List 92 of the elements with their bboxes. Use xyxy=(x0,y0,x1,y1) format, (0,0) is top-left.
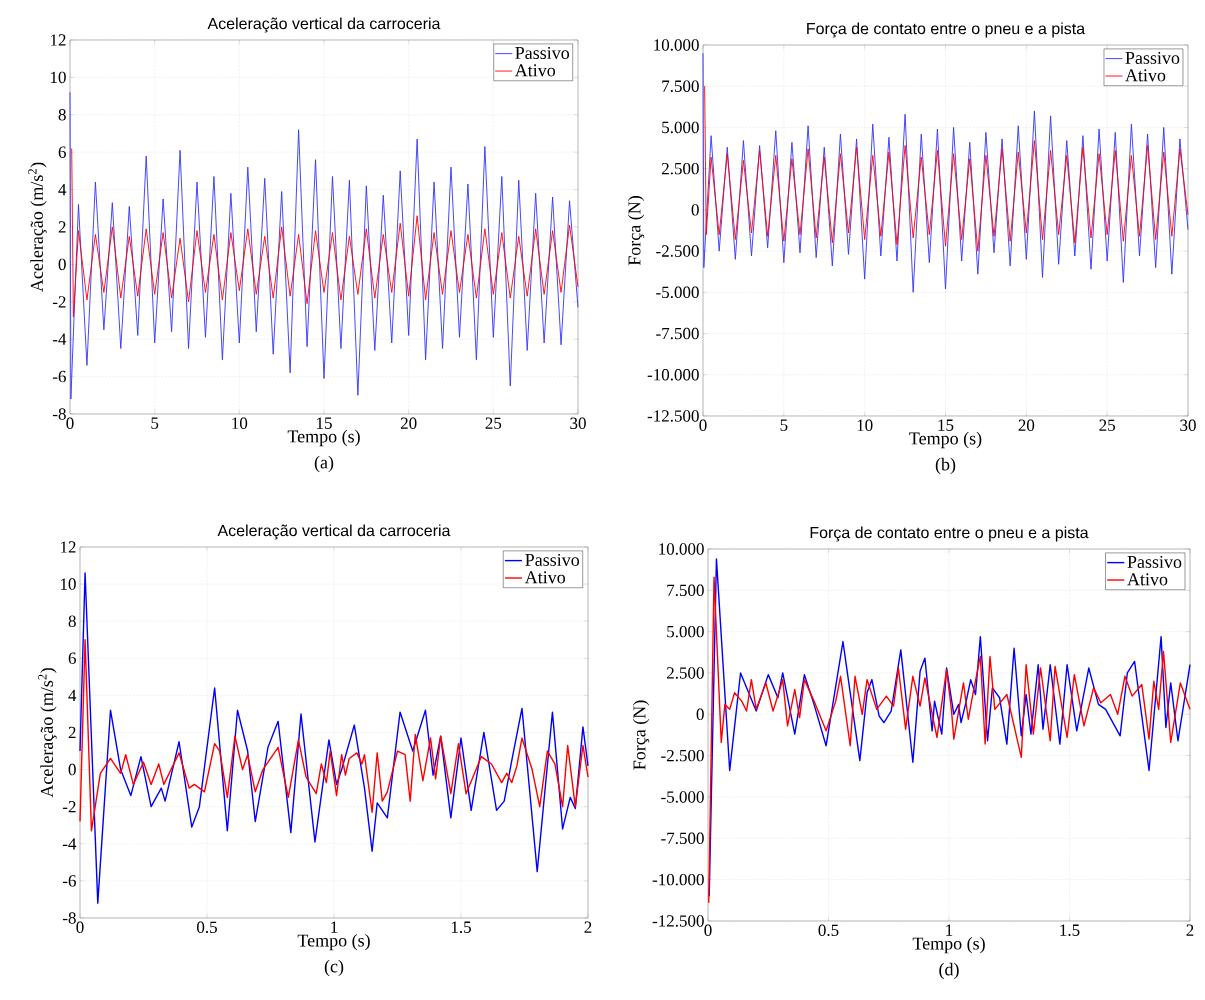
x-tick-label: 25 xyxy=(1099,419,1116,431)
y-tick-label: 10.000 xyxy=(654,39,699,51)
y-tick-label: 0 xyxy=(696,708,704,721)
y-tick-label: 7.500 xyxy=(667,584,704,597)
chart-title: Aceleração vertical da carroceria xyxy=(207,17,441,33)
line-series xyxy=(79,572,589,904)
y-tick-label: 6 xyxy=(58,146,66,158)
y-tick-label: -8 xyxy=(52,408,66,420)
chart-title: Aceleração vertical da carroceria xyxy=(217,524,451,540)
y-tick-label: -2.500 xyxy=(661,749,704,762)
y-tick-label: -5.000 xyxy=(661,791,704,803)
x-tick-label: 15 xyxy=(938,419,954,431)
y-tick-label: 12 xyxy=(50,34,66,46)
y-tick-label: 12 xyxy=(60,541,76,553)
y-tick-label: 10.000 xyxy=(659,543,704,555)
y-tick-label: -2 xyxy=(52,296,66,308)
x-tick-label: 5 xyxy=(151,417,159,429)
y-tick-label: 2.500 xyxy=(666,667,704,679)
line-series xyxy=(71,147,579,318)
x-tick-label: 0.5 xyxy=(818,924,839,937)
legend-label: Passivo xyxy=(515,46,570,60)
y-tick-label: -5.000 xyxy=(656,286,699,299)
line-series xyxy=(69,91,579,400)
y-tick-label: 0 xyxy=(68,763,76,776)
y-tick-label: -12.500 xyxy=(652,915,704,927)
x-tick-label: 0 xyxy=(704,924,712,936)
y-tick-label: 6 xyxy=(68,652,76,664)
y-tick-label: 10 xyxy=(50,71,66,84)
x-tick-label: 1 xyxy=(331,921,338,933)
y-tick-label: -7.500 xyxy=(661,832,704,845)
y-tick-label: -10.000 xyxy=(647,368,699,381)
legend-label: Passivo xyxy=(525,553,580,566)
y-tick-label: -8 xyxy=(62,912,76,924)
x-tick-label: 30 xyxy=(570,417,586,429)
y-tick-label: -6 xyxy=(62,875,76,887)
x-tick-label: 2 xyxy=(1186,924,1194,936)
y-tick-label: 2 xyxy=(58,221,66,233)
y-tick-label: 8 xyxy=(68,615,76,627)
text: (c) xyxy=(324,959,344,977)
y-tick-label: 0 xyxy=(691,204,699,216)
text: (d) xyxy=(939,962,959,980)
y-tick-label: -2 xyxy=(62,801,76,813)
y-tick-label: 2 xyxy=(68,726,76,739)
x-axis-title: Tempo (s) xyxy=(909,431,982,449)
y-tick-label: 0 xyxy=(58,258,66,271)
x-tick-label: 1.5 xyxy=(451,921,471,933)
text: (a) xyxy=(314,455,334,473)
y-tick-label: 8 xyxy=(58,109,66,121)
y-tick-label: 4 xyxy=(68,689,77,701)
y-tick-label: 10 xyxy=(60,578,76,590)
chart-title: Força de contato entre o pneu e a pista xyxy=(807,22,1086,38)
x-tick-label: 30 xyxy=(1180,419,1196,431)
y-axis-title: Aceleração (m/s$^{2}$) xyxy=(38,668,57,798)
y-axis-title: Força (N) xyxy=(632,700,650,770)
x-axis-title: Tempo (s) xyxy=(912,936,985,954)
legend-label: Ativo xyxy=(1127,573,1168,586)
text: (b) xyxy=(935,457,956,475)
x-tick-label: 5 xyxy=(780,419,788,431)
x-tick-label: 20 xyxy=(400,417,417,429)
x-tick-label: 20 xyxy=(1018,419,1035,431)
x-tick-label: 15 xyxy=(316,417,332,429)
y-axis-title: Força (N) xyxy=(627,196,645,266)
line-series xyxy=(79,639,589,832)
y-tick-label: -10.000 xyxy=(652,873,704,886)
legend-label: Ativo xyxy=(1125,69,1166,82)
x-tick-label: 1 xyxy=(946,924,953,936)
y-tick-label: -4 xyxy=(52,333,67,345)
y-tick-label: 4 xyxy=(58,184,67,196)
x-axis-title: Tempo (s) xyxy=(297,933,370,951)
x-tick-label: 25 xyxy=(485,417,502,429)
legend-label: Ativo xyxy=(524,571,566,584)
x-tick-label: 10 xyxy=(857,419,873,431)
y-tick-label: 5.000 xyxy=(667,625,704,638)
x-tick-label: 10 xyxy=(232,417,248,429)
legend-label: Passivo xyxy=(1125,51,1180,64)
legend-label: Ativo xyxy=(514,64,556,77)
x-tick-label: 2 xyxy=(584,921,592,933)
y-tick-label: 7.500 xyxy=(662,80,699,92)
chart-title: Força de contato entre o pneu e a pista xyxy=(810,526,1089,542)
y-tick-label: -4 xyxy=(62,838,77,850)
y-axis-title: Aceleração (m/s$^{2}$) xyxy=(28,162,47,292)
y-tick-label: -2.500 xyxy=(656,245,699,257)
legend-label: Passivo xyxy=(1127,555,1182,568)
x-axis-title: Tempo (s) xyxy=(287,429,360,447)
x-tick-label: 1.5 xyxy=(1060,924,1080,936)
y-tick-label: 2.500 xyxy=(661,162,699,175)
line-series xyxy=(704,85,1189,252)
y-tick-label: -7.500 xyxy=(656,327,699,340)
y-tick-label: -6 xyxy=(52,370,66,383)
x-tick-label: 0.5 xyxy=(197,921,217,934)
y-tick-label: 5.000 xyxy=(662,121,699,134)
y-tick-label: -12.500 xyxy=(647,410,699,422)
